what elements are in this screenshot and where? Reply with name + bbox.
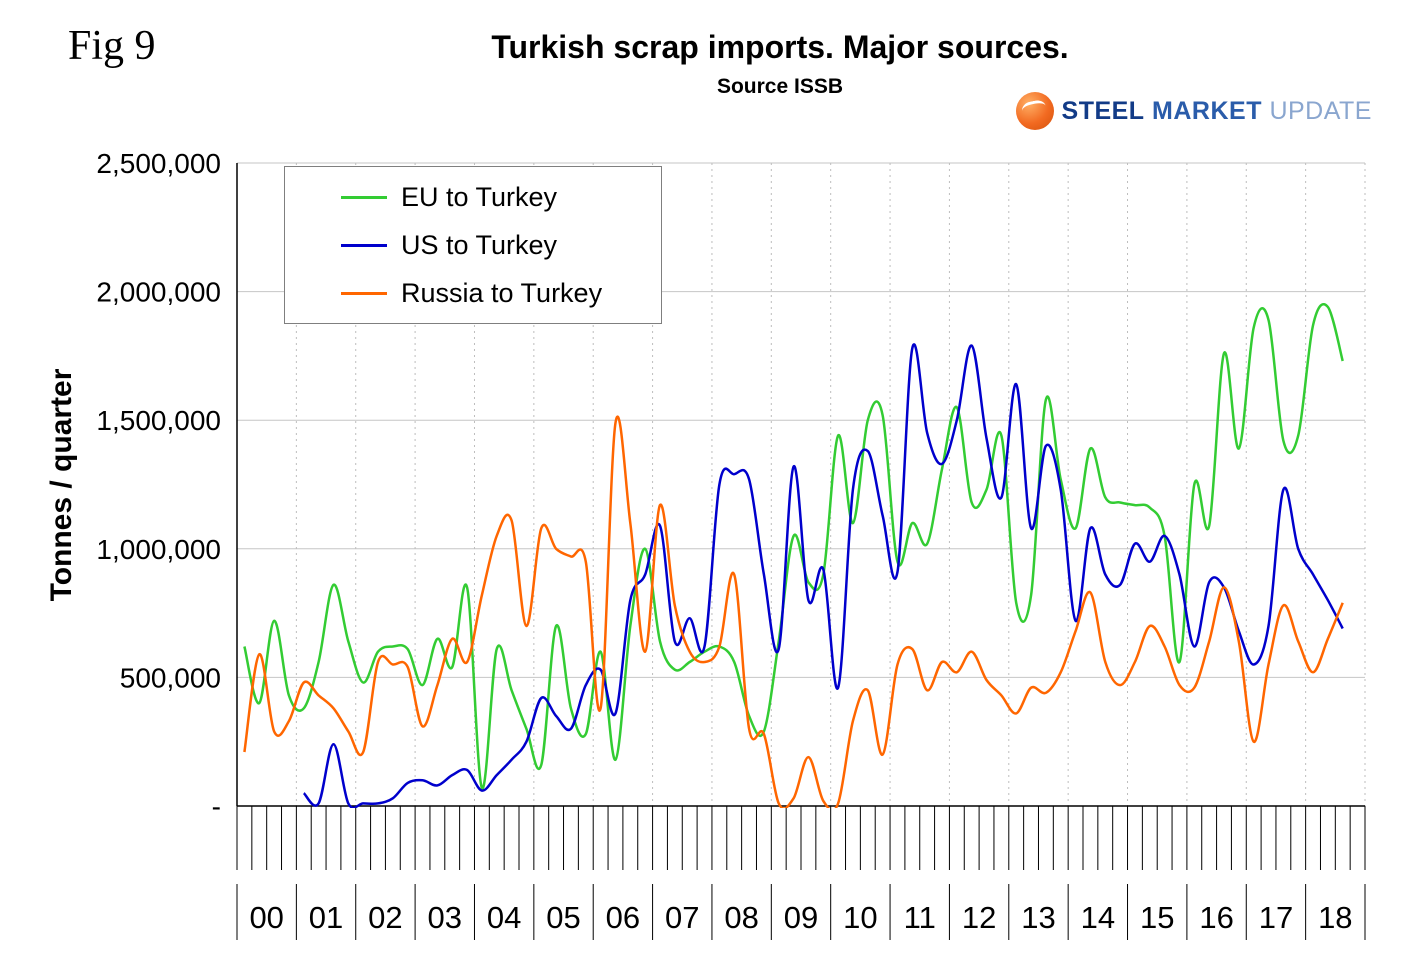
legend-label-eu: EU to Turkey <box>401 181 558 212</box>
legend-line-eu-icon <box>341 195 387 199</box>
logo-word-steel: STEEL <box>1061 96 1145 125</box>
legend: EU to Turkey US to Turkey Russia to Turk… <box>284 166 662 324</box>
logo-word-update: UPDATE <box>1269 96 1372 125</box>
svg-text:00: 00 <box>249 900 283 935</box>
legend-label-russia: Russia to Turkey <box>401 277 603 308</box>
legend-item-eu: EU to Turkey <box>341 182 661 213</box>
logo-text: STEEL MARKET UPDATE <box>1062 97 1372 126</box>
svg-text:17: 17 <box>1259 900 1293 935</box>
svg-text:500,000: 500,000 <box>120 662 221 693</box>
svg-text:1,000,000: 1,000,000 <box>96 534 221 565</box>
svg-text:1,500,000: 1,500,000 <box>96 405 221 436</box>
legend-line-us-icon <box>341 243 387 247</box>
svg-text:2,000,000: 2,000,000 <box>96 277 221 308</box>
svg-text:10: 10 <box>843 900 877 935</box>
svg-text:03: 03 <box>428 900 462 935</box>
svg-text:14: 14 <box>1081 900 1115 935</box>
legend-label-us: US to Turkey <box>401 229 558 260</box>
svg-text:-: - <box>212 791 221 822</box>
header: Turkish scrap imports. Major sources. So… <box>190 29 1370 99</box>
svg-text:11: 11 <box>904 900 936 935</box>
legend-line-russia-icon <box>341 291 387 295</box>
figure-number: Fig 9 <box>68 23 156 69</box>
chart-subtitle: Source ISSB <box>716 75 844 99</box>
svg-text:18: 18 <box>1318 900 1352 935</box>
svg-text:09: 09 <box>784 900 818 935</box>
svg-text:07: 07 <box>665 900 699 935</box>
steel-market-update-logo: STEEL MARKET UPDATE <box>1015 92 1372 130</box>
page-title: Turkish scrap imports. Major sources. <box>491 29 1069 65</box>
svg-text:2,500,000: 2,500,000 <box>96 148 221 179</box>
svg-text:08: 08 <box>724 900 758 935</box>
svg-text:12: 12 <box>962 900 996 935</box>
logo-ball-icon <box>1015 92 1054 130</box>
svg-text:16: 16 <box>1199 900 1233 935</box>
svg-text:04: 04 <box>487 900 521 935</box>
svg-text:06: 06 <box>606 900 640 935</box>
legend-item-russia: Russia to Turkey <box>341 278 661 309</box>
legend-item-us: US to Turkey <box>341 230 661 261</box>
svg-text:01: 01 <box>309 900 343 935</box>
svg-text:02: 02 <box>368 900 402 935</box>
svg-text:05: 05 <box>546 900 580 935</box>
svg-text:15: 15 <box>1140 900 1174 935</box>
svg-text:13: 13 <box>1021 900 1055 935</box>
logo-word-market: MARKET <box>1152 96 1262 125</box>
